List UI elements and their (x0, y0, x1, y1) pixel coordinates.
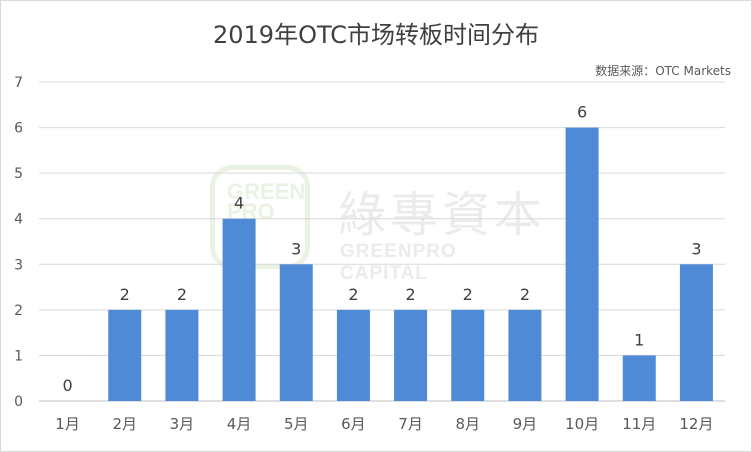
source-note: 数据来源：OTC Markets (595, 64, 731, 78)
data-label: 2 (520, 285, 530, 304)
x-tick-label: 6月 (341, 415, 366, 433)
bar (336, 309, 370, 401)
x-tick-label: 9月 (513, 415, 538, 433)
data-label: 2 (177, 285, 187, 304)
bar (394, 309, 428, 401)
data-label: 6 (577, 103, 587, 122)
y-tick-label: 7 (14, 75, 23, 91)
data-label: 3 (691, 239, 701, 258)
bar (565, 127, 599, 402)
x-tick-label: 8月 (455, 415, 480, 433)
bar (222, 218, 256, 401)
bar (279, 264, 313, 401)
data-label: 3 (291, 239, 301, 258)
x-tick-label: 5月 (284, 415, 309, 433)
x-tick-label: 4月 (227, 415, 252, 433)
x-tick-label: 1月 (55, 415, 80, 433)
x-tick-label: 2月 (112, 415, 137, 433)
y-tick-label: 6 (14, 121, 23, 137)
chart-title: 2019年OTC市场转板时间分布 (213, 21, 539, 49)
bar (451, 309, 485, 401)
y-tick-label: 1 (14, 348, 23, 364)
y-tick-label: 3 (14, 257, 23, 273)
bar (508, 309, 542, 401)
data-label: 1 (634, 330, 644, 349)
bar (679, 264, 713, 401)
bar (165, 309, 199, 401)
x-tick-label: 12月 (679, 415, 713, 433)
y-tick-label: 0 (14, 394, 23, 410)
bar (108, 309, 142, 401)
data-label: 0 (62, 376, 72, 395)
x-tick-label: 3月 (170, 415, 195, 433)
x-tick-label: 11月 (622, 415, 656, 433)
y-tick-label: 4 (14, 212, 23, 228)
bar (622, 355, 656, 401)
data-label: 2 (120, 285, 130, 304)
x-tick-label: 10月 (565, 415, 599, 433)
data-label: 2 (405, 285, 415, 304)
data-label: 4 (234, 194, 244, 213)
x-tick-label: 7月 (398, 415, 423, 433)
y-tick-label: 2 (14, 303, 23, 319)
data-label: 2 (348, 285, 358, 304)
y-tick-label: 5 (14, 166, 23, 182)
data-label: 2 (463, 285, 473, 304)
